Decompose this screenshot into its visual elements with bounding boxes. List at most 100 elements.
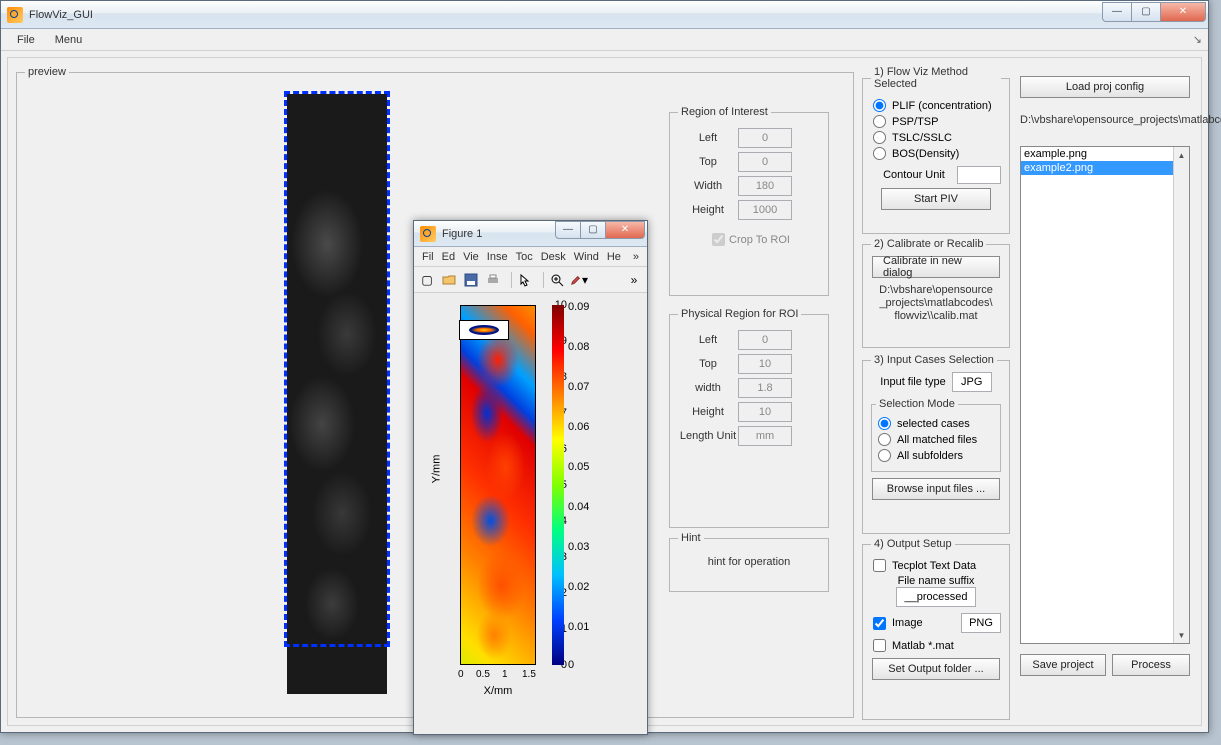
method-fieldset: 1) Flow Viz Method Selected PLIF (concen… <box>862 66 1010 234</box>
roi-top-label: Top <box>678 156 738 168</box>
figure-window[interactable]: Figure 1 — ▢ ✕ Fil Ed Vie Inse Toc Desk … <box>413 220 648 735</box>
roi-fieldset: Region of Interest Left Top Width Height… <box>669 106 829 296</box>
menubar: File Menu ↘ <box>1 29 1208 51</box>
set-output-folder-button[interactable]: Set Output folder ... <box>872 658 1000 680</box>
xtick: 0.5 <box>476 669 490 680</box>
process-button[interactable]: Process <box>1112 654 1190 676</box>
load-proj-config-button[interactable]: Load proj config <box>1020 76 1190 98</box>
image-checkbox[interactable] <box>873 617 886 630</box>
roi-top-input[interactable] <box>738 152 792 172</box>
contour-unit-label: Contour Unit <box>871 169 957 181</box>
figure-title: Figure 1 <box>442 228 556 240</box>
xtick: 1 <box>502 669 508 680</box>
legend-overlay[interactable] <box>459 320 509 340</box>
zoom-in-icon[interactable] <box>548 271 566 289</box>
figure-toolbar: ▢ ▾ » <box>414 267 647 293</box>
input-cases-fieldset: 3) Input Cases Selection Input file type… <box>862 354 1010 534</box>
roi-height-input[interactable] <box>738 200 792 220</box>
project-path-label: D:\vbshare\opensource_projects\matlabcod… <box>1020 114 1198 127</box>
matlab-checkbox[interactable] <box>873 639 886 652</box>
roi-left-input[interactable] <box>738 128 792 148</box>
phys-width-input[interactable] <box>738 378 792 398</box>
figure-close-button[interactable]: ✕ <box>605 221 645 239</box>
file-listbox[interactable]: example.png example2.png ▲▼ <box>1020 146 1190 644</box>
contour-unit-input[interactable] <box>957 166 1001 184</box>
radio-all-matched[interactable] <box>878 433 891 446</box>
toolbar-more-icon[interactable]: » <box>625 271 643 289</box>
radio-tslc[interactable] <box>873 131 886 144</box>
save-icon[interactable] <box>462 271 480 289</box>
figure-menu-tools[interactable]: Toc <box>512 251 537 263</box>
figure-titlebar[interactable]: Figure 1 — ▢ ✕ <box>414 221 647 247</box>
heatmap-axes[interactable] <box>460 305 536 665</box>
scroll-up-icon[interactable]: ▲ <box>1174 147 1189 163</box>
radio-selected-cases-label: selected cases <box>897 418 970 430</box>
calibrate-button[interactable]: Calibrate in new dialog <box>872 256 1000 278</box>
colorbar-tick: 0.08 <box>568 341 589 353</box>
listbox-scrollbar[interactable]: ▲▼ <box>1173 147 1189 643</box>
radio-bos[interactable] <box>873 147 886 160</box>
figure-menu-help[interactable]: He <box>603 251 625 263</box>
minimize-button[interactable]: — <box>1102 2 1132 22</box>
radio-psp-label: PSP/TSP <box>892 116 938 128</box>
radio-plif[interactable] <box>873 99 886 112</box>
colorbar-tick: 0.01 <box>568 621 589 633</box>
crop-to-roi-checkbox[interactable] <box>712 233 725 246</box>
browse-input-button[interactable]: Browse input files ... <box>872 478 1000 500</box>
open-icon[interactable] <box>440 271 458 289</box>
roi-width-input[interactable] <box>738 176 792 196</box>
scroll-down-icon[interactable]: ▼ <box>1174 627 1189 643</box>
print-icon[interactable] <box>484 271 502 289</box>
phys-height-input[interactable] <box>738 402 792 422</box>
roi-rectangle[interactable] <box>284 91 390 647</box>
dock-arrow-icon[interactable]: ↘ <box>1193 33 1202 46</box>
input-filetype-input[interactable] <box>952 372 992 392</box>
figure-menu-more-icon[interactable]: » <box>629 251 643 263</box>
figure-menu-desktop[interactable]: Desk <box>537 251 570 263</box>
brush-icon[interactable]: ▾ <box>570 271 588 289</box>
colorbar-tick: 0.06 <box>568 421 589 433</box>
suffix-input[interactable] <box>896 587 976 607</box>
figure-menu-file[interactable]: Fil <box>418 251 438 263</box>
figure-menubar: Fil Ed Vie Inse Toc Desk Wind He » <box>414 247 647 267</box>
radio-all-matched-label: All matched files <box>897 434 977 446</box>
colorbar-tick: 0.05 <box>568 461 589 473</box>
figure-menu-window[interactable]: Wind <box>570 251 603 263</box>
list-item[interactable]: example2.png <box>1021 161 1189 175</box>
image-format-input[interactable] <box>961 613 1001 633</box>
figure-menu-insert[interactable]: Inse <box>483 251 512 263</box>
selection-mode-legend: Selection Mode <box>876 398 958 410</box>
maximize-button[interactable]: ▢ <box>1131 2 1161 22</box>
toolbar-separator <box>506 272 512 288</box>
save-project-button[interactable]: Save project <box>1020 654 1106 676</box>
figure-maximize-button[interactable]: ▢ <box>580 221 606 239</box>
figure-menu-view[interactable]: Vie <box>459 251 483 263</box>
phys-width-label: width <box>678 382 738 394</box>
method-legend: 1) Flow Viz Method Selected <box>871 66 1001 90</box>
phys-left-input[interactable] <box>738 330 792 350</box>
colorbar-tick: 0 <box>568 659 574 671</box>
radio-selected-cases[interactable] <box>878 417 891 430</box>
radio-all-subfolders[interactable] <box>878 449 891 462</box>
phys-unit-label: Length Unit <box>678 430 738 442</box>
x-axis-label: X/mm <box>460 685 536 697</box>
titlebar[interactable]: FlowViz_GUI — ▢ ✕ <box>1 1 1208 29</box>
radio-psp[interactable] <box>873 115 886 128</box>
close-button[interactable]: ✕ <box>1160 2 1206 22</box>
start-piv-button[interactable]: Start PIV <box>881 188 991 210</box>
new-figure-icon[interactable]: ▢ <box>418 271 436 289</box>
list-item[interactable]: example.png <box>1021 147 1189 161</box>
figure-minimize-button[interactable]: — <box>555 221 581 239</box>
phys-unit-input[interactable] <box>738 426 792 446</box>
pointer-icon[interactable] <box>516 271 534 289</box>
tecplot-checkbox[interactable] <box>873 559 886 572</box>
menu-file[interactable]: File <box>7 32 45 48</box>
hint-fieldset: Hint hint for operation <box>669 532 829 592</box>
preview-legend: preview <box>25 66 69 78</box>
roi-width-label: Width <box>678 180 738 192</box>
radio-tslc-label: TSLC/SSLC <box>892 132 952 144</box>
figure-menu-edit[interactable]: Ed <box>438 251 459 263</box>
phys-top-input[interactable] <box>738 354 792 374</box>
calibrate-fieldset: 2) Calibrate or Recalib Calibrate in new… <box>862 238 1010 348</box>
menu-menu[interactable]: Menu <box>45 32 93 48</box>
